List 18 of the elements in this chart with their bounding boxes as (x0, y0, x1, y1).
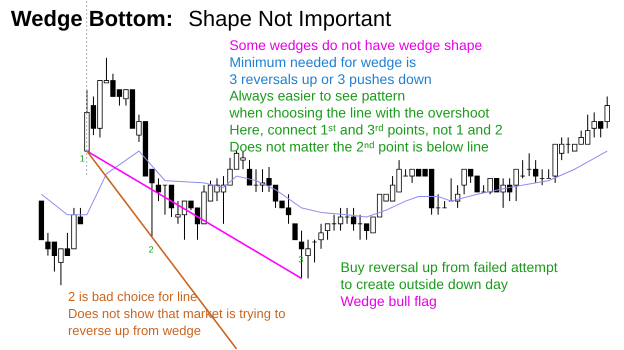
annotation: to create outside down day (340, 276, 508, 292)
annotation: 3 reversals up or 3 pushes down (229, 70, 432, 87)
text: reverse up from wedge (68, 323, 201, 338)
chart-title: Wedge Bottom: Shape Not Important (10, 6, 392, 31)
candlestick (292, 223, 298, 240)
annotation: 1 (80, 154, 85, 164)
text: Some wedges do not have wedge shape (229, 36, 483, 53)
candlestick (324, 223, 330, 240)
annotation: Buy reversal up from failed attempt (340, 259, 558, 276)
text: Wedge bull flag (340, 293, 437, 310)
annotation: Here, connect 1ˢᵗ and 3ʳᵈ points, not 1 and 2 (229, 122, 503, 138)
annotation: 2 (148, 244, 154, 254)
annotation: Always easier to see pattern (229, 88, 406, 104)
annotation: Minimum needed for wedge is (229, 54, 416, 70)
annotation: when choosing the line with the overshoot (228, 104, 490, 121)
text: 2 is bad choice for line (68, 289, 198, 304)
annotation: Does not matter the 2ⁿᵈ point is below line (229, 138, 489, 155)
candlestick (318, 223, 324, 250)
